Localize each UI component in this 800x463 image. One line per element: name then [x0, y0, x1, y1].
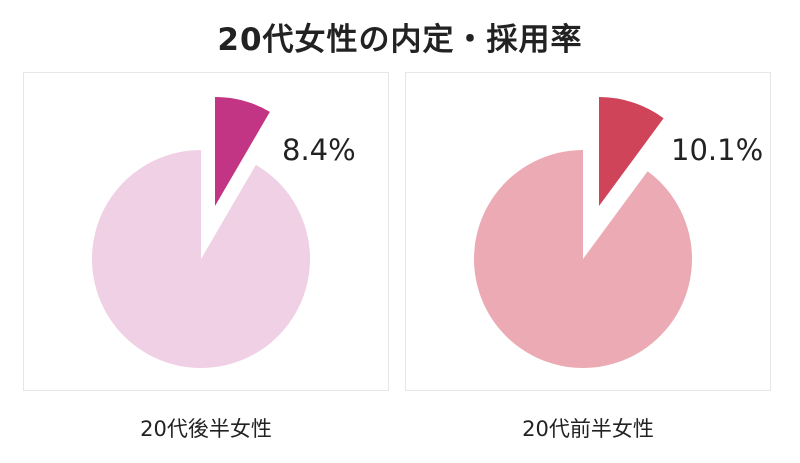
percent-label: 10.1%	[671, 133, 764, 167]
pie-slice-rest	[474, 150, 693, 368]
pie-slice-rest	[91, 150, 310, 368]
caption-late-20s: 20代後半女性	[140, 417, 272, 441]
pie-slice-highlight	[599, 97, 664, 206]
pie-panel-early-20s: 10.1%	[405, 72, 771, 391]
percent-label: 8.4%	[282, 133, 356, 167]
chart-title: 20代女性の内定・採用率	[217, 22, 583, 58]
pie-slice-highlight	[215, 97, 270, 206]
pie-chart-early-20s	[474, 97, 693, 368]
pie-panel-late-20s: 8.4%	[23, 72, 389, 391]
caption-early-20s: 20代前半女性	[522, 417, 654, 441]
pie-chart-late-20s	[91, 97, 310, 368]
